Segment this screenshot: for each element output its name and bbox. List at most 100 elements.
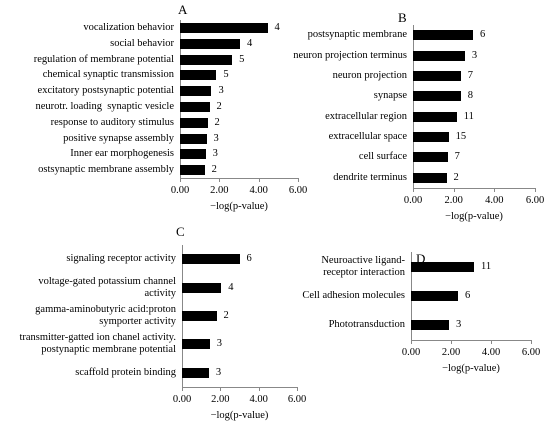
tick-mark: [220, 387, 222, 391]
y-axis: [413, 25, 414, 188]
y-axis: [180, 20, 181, 178]
tick-mark: [219, 178, 221, 182]
category-label: ostsynaptic membrane assembly: [38, 164, 174, 176]
count-label: 6: [479, 29, 486, 41]
count-label: 2: [211, 164, 217, 176]
count-label: 4: [274, 21, 280, 33]
count-label: 7: [467, 69, 474, 81]
panel-label: A: [178, 2, 188, 17]
x-tick-label: 6.00: [287, 394, 307, 405]
bar: [180, 101, 210, 112]
category-label: dendrite terminus: [333, 171, 407, 183]
count-label: 15: [455, 131, 467, 143]
count-label: 3: [218, 85, 224, 97]
category-label: extracellular region: [325, 110, 407, 122]
category-label: signaling receptor activity: [66, 253, 176, 265]
x-tick-label: 2.00: [211, 394, 230, 405]
count-label: 6: [246, 253, 252, 265]
count-label: 3: [212, 148, 218, 160]
count-label: 4: [246, 37, 253, 49]
bar: [180, 86, 212, 97]
bar: [413, 111, 457, 122]
x-axis: [182, 387, 297, 388]
x-tick-label: 0.00: [403, 195, 423, 206]
count-label: 2: [223, 310, 229, 321]
tick-mark: [451, 340, 452, 344]
x-axis-label: −log(p-value): [442, 363, 500, 374]
category-label: excitatory postsynaptic potential: [37, 85, 174, 97]
category-label: neurotr. loading synaptic vesicle: [35, 100, 174, 112]
x-axis-label: −log(p-value): [210, 410, 269, 421]
x-tick-label: 0.00: [170, 185, 190, 196]
category-label: Inner ear morphogenesis: [70, 148, 174, 160]
x-axis-label: −log(p-value): [210, 201, 268, 212]
category-label: voltage-gated potassium channel activity: [38, 275, 176, 299]
count-label: 6: [465, 290, 471, 301]
count-label: 2: [453, 171, 459, 183]
category-label: response to auditory stimulus: [50, 116, 174, 128]
x-axis-label: −log(p-value): [445, 211, 503, 222]
category-label: Phototransduction: [328, 319, 405, 331]
category-label: Cell adhesion molecules: [302, 290, 405, 301]
x-tick-label: 4.00: [485, 195, 504, 206]
bar: [413, 172, 447, 183]
tick-mark: [258, 178, 260, 182]
tick-mark: [531, 340, 532, 344]
tick-mark: [491, 340, 492, 344]
tick-mark: [258, 387, 260, 391]
count-label: 3: [216, 338, 223, 350]
category-label: regulation of membrane potential: [33, 53, 174, 65]
tick-mark: [182, 387, 183, 391]
bar: [182, 282, 222, 293]
x-tick-label: 0.00: [172, 394, 192, 405]
count-label: 8: [467, 90, 474, 102]
bar: [413, 132, 449, 143]
tick-mark: [453, 188, 455, 192]
x-axis: [411, 340, 531, 341]
bar: [180, 149, 206, 160]
bar: [413, 30, 473, 41]
bar: [180, 22, 268, 33]
category-label: social behavior: [110, 37, 174, 49]
category-label: neuron projection: [332, 69, 407, 81]
count-label: 3: [213, 132, 219, 144]
count-label: 3: [215, 366, 222, 378]
panel-label: C: [176, 224, 185, 239]
bar: [182, 254, 240, 265]
count-label: 5: [223, 69, 229, 81]
bar: [180, 54, 233, 65]
x-axis: [180, 178, 298, 179]
bar: [180, 133, 207, 144]
panel-label: B: [398, 10, 407, 25]
count-label: 11: [463, 110, 474, 122]
count-label: 11: [481, 260, 492, 272]
category-label: cell surface: [358, 151, 407, 163]
count-label: 5: [239, 53, 245, 65]
tick-mark: [411, 340, 412, 344]
x-axis: [413, 188, 535, 189]
bar: [411, 261, 474, 272]
x-tick-label: 0.00: [401, 347, 421, 358]
count-label: 4: [228, 281, 234, 293]
count-label: 3: [471, 49, 478, 61]
category-label: vocalization behavior: [83, 21, 174, 33]
count-label: 2: [214, 116, 220, 128]
bar: [180, 38, 240, 49]
tick-mark: [494, 188, 496, 192]
category-label: extracellular space: [328, 131, 407, 143]
bar: [411, 320, 449, 331]
bar: [182, 311, 217, 321]
x-tick-label: 6.00: [525, 195, 545, 206]
category-label: postsynaptic membrane: [307, 29, 407, 41]
x-tick-label: 4.00: [481, 347, 501, 358]
bar: [180, 117, 208, 128]
bar: [182, 339, 210, 350]
bar: [180, 165, 205, 176]
x-tick-label: 6.00: [521, 347, 541, 358]
tick-mark: [180, 178, 181, 182]
bar: [413, 152, 448, 163]
bar: [411, 291, 458, 301]
x-tick-label: 2.00: [441, 347, 461, 358]
x-tick-label: 4.00: [249, 185, 268, 196]
